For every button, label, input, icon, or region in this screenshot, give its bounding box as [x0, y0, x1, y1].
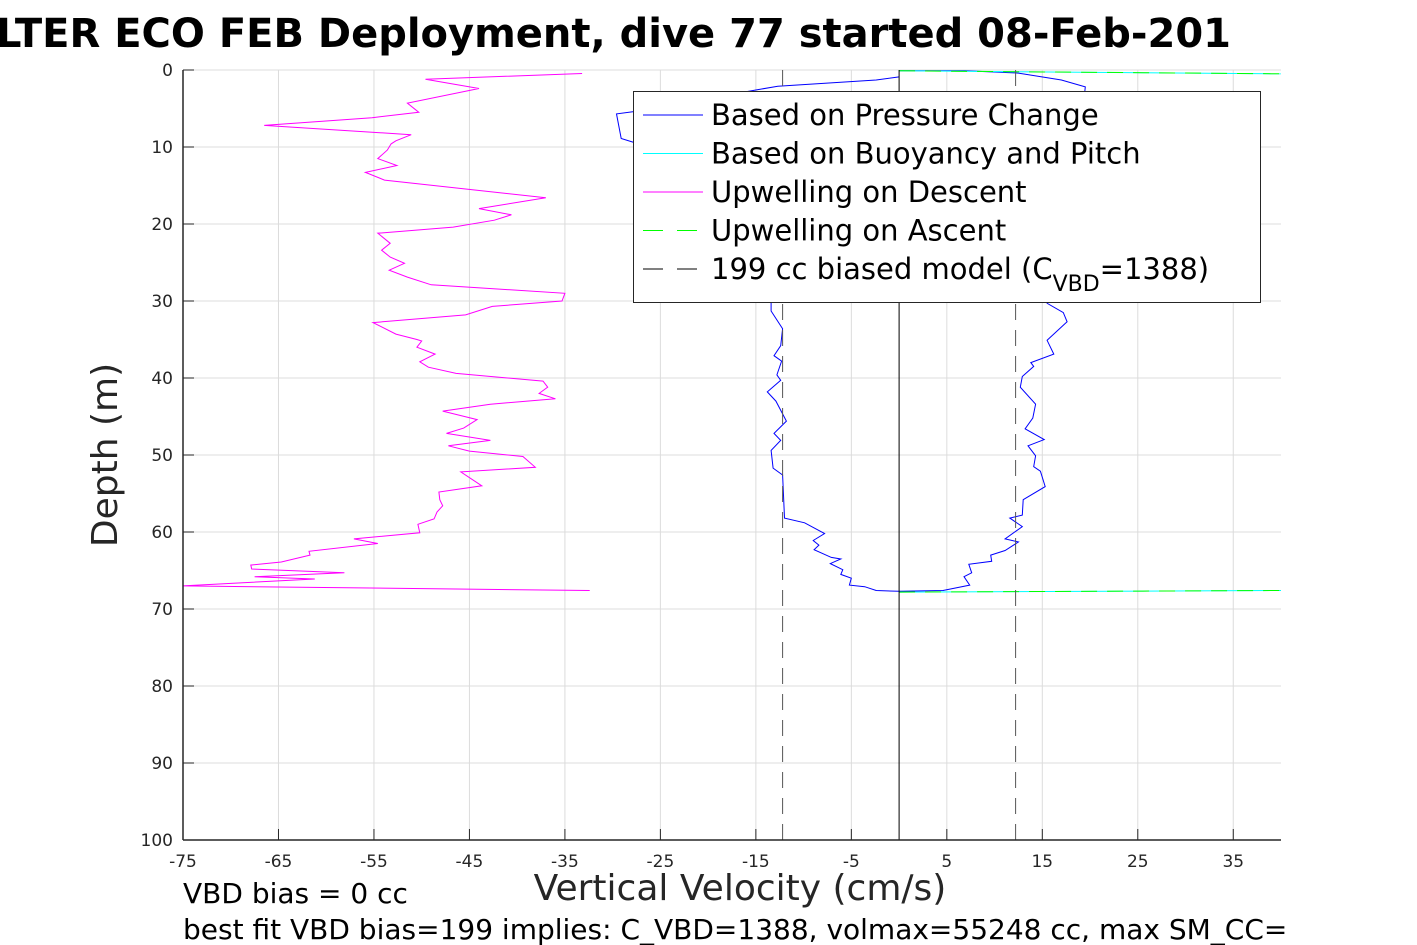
x-tick-label: 15: [1031, 852, 1053, 872]
y-tick-label: 50: [151, 446, 173, 466]
legend-label: Based on Buoyancy and Pitch: [711, 137, 1141, 171]
footer-line-2: best fit VBD bias=199 implies: C_VBD=138…: [183, 913, 1287, 945]
legend-label-subscript: VBD: [1053, 272, 1100, 297]
footer-line-1: VBD bias = 0 cc: [183, 877, 408, 910]
x-tick-label: -5: [843, 852, 860, 872]
legend-box: [633, 91, 1261, 303]
legend-label: Upwelling on Ascent: [711, 214, 1006, 248]
y-tick-label: 20: [151, 215, 173, 235]
series-upwelling-on-descent: [182, 73, 590, 591]
legend-label: 199 cc biased model (CVBD=1388): [711, 252, 1209, 297]
y-tick-label: 90: [151, 754, 173, 774]
y-tick-label: 80: [151, 677, 173, 697]
legend-label: Based on Pressure Change: [711, 98, 1099, 132]
axes: -75 -65 -55 -45 -35 -25 -15 -5 5 15 25 350102030405…: [141, 61, 1281, 872]
x-tick-label: 5: [941, 852, 952, 872]
x-tick-label: -75: [169, 852, 197, 872]
y-tick-label: 40: [151, 369, 173, 389]
chart-title: LTER ECO FEB Deployment, dive 77 started…: [0, 11, 1231, 57]
legend-label-main: 199 cc biased model (C: [711, 252, 1053, 286]
x-tick-label: 25: [1127, 852, 1149, 872]
y-tick-label: 70: [151, 600, 173, 620]
x-tick-label: -25: [647, 852, 675, 872]
y-tick-label: 100: [141, 831, 173, 851]
y-tick-label: 0: [162, 61, 173, 81]
x-tick-label: -55: [360, 852, 388, 872]
y-axis-label: Depth (m): [85, 363, 126, 547]
x-tick-label: -15: [742, 852, 770, 872]
legend-label-end: =1388): [1100, 252, 1209, 286]
x-tick-label: 35: [1222, 852, 1244, 872]
x-tick-label: -65: [265, 852, 293, 872]
series-upwelling-on-ascent-top: [899, 70, 1282, 75]
legend-label: Upwelling on Descent: [711, 175, 1027, 209]
x-axis-label: Vertical Velocity (cm/s): [534, 868, 947, 909]
legend: Based on Pressure Change Based on Buoyanc…: [633, 91, 1261, 303]
series-upwelling-on-ascent-bottom: [899, 590, 1282, 593]
y-tick-label: 10: [151, 138, 173, 158]
y-tick-label: 60: [151, 523, 173, 543]
y-tick-label: 30: [151, 292, 173, 312]
x-tick-label: -45: [456, 852, 484, 872]
x-tick-label: -35: [551, 852, 579, 872]
